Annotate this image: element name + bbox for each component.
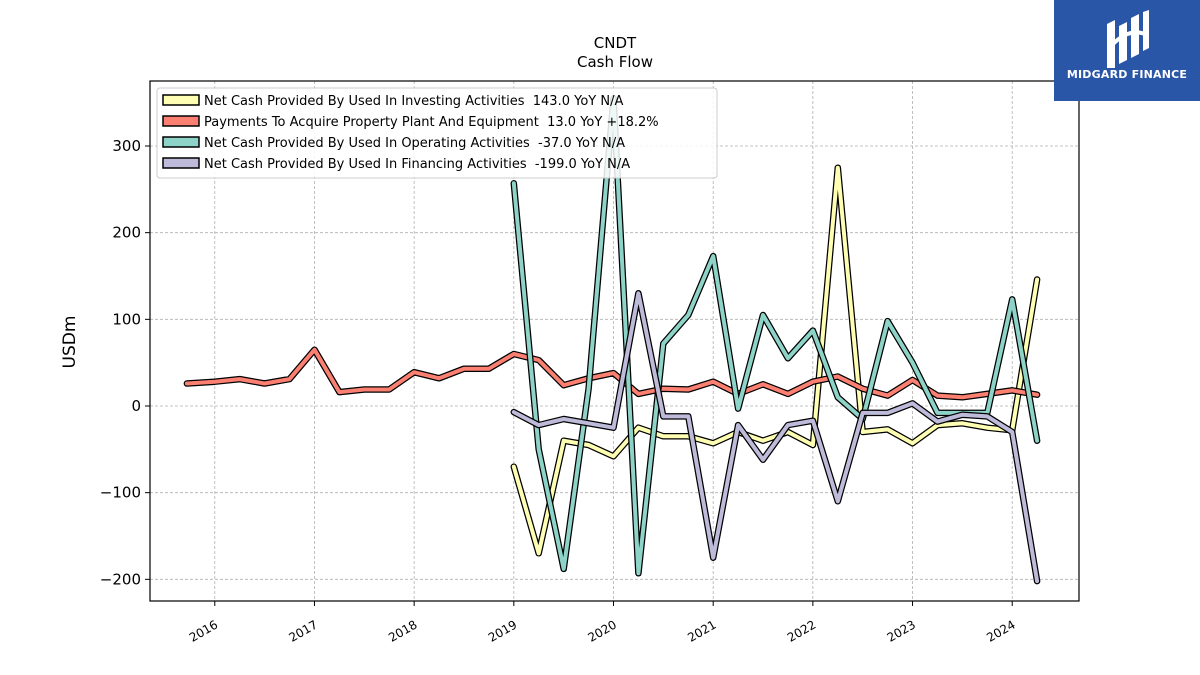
legend-swatch bbox=[162, 115, 200, 127]
series-line bbox=[511, 291, 1040, 584]
y-tick-label: 0 bbox=[131, 397, 141, 415]
series-line bbox=[511, 96, 1040, 576]
plot-frame bbox=[149, 80, 1080, 602]
series-1 bbox=[510, 164, 1041, 557]
legend-swatch bbox=[162, 136, 200, 148]
series-lines bbox=[183, 95, 1041, 585]
series-line bbox=[511, 165, 1040, 556]
series-3 bbox=[510, 95, 1041, 577]
y-tick-label: −100 bbox=[100, 484, 141, 502]
legend-entry: Net Cash Provided By Used In Operating A… bbox=[204, 136, 625, 151]
legend: Net Cash Provided By Used In Investing A… bbox=[156, 87, 718, 179]
legend-entry: Net Cash Provided By Used In Financing A… bbox=[204, 157, 630, 172]
series-4 bbox=[510, 290, 1041, 585]
y-tick-label: 200 bbox=[112, 224, 141, 242]
chart-subtitle: Cash Flow bbox=[577, 53, 653, 71]
legend-entry: Payments To Acquire Property Plant And E… bbox=[204, 115, 659, 130]
y-axis-label: USDm bbox=[60, 316, 80, 369]
legend-entry: Net Cash Provided By Used In Investing A… bbox=[204, 94, 623, 109]
legend-box bbox=[156, 87, 718, 179]
legend-swatch bbox=[162, 94, 200, 106]
chart-title: CNDT bbox=[594, 34, 637, 52]
brand-logo: MIDGARD FINANCE bbox=[1054, 0, 1200, 101]
y-tick-label: 100 bbox=[112, 310, 141, 328]
midgard-logo-icon bbox=[1107, 10, 1149, 68]
y-tick-label: 300 bbox=[112, 137, 141, 155]
y-tick-label: −200 bbox=[100, 570, 141, 588]
brand-name: MIDGARD FINANCE bbox=[1066, 68, 1188, 81]
series-2 bbox=[183, 346, 1041, 401]
legend-swatch bbox=[162, 157, 200, 169]
